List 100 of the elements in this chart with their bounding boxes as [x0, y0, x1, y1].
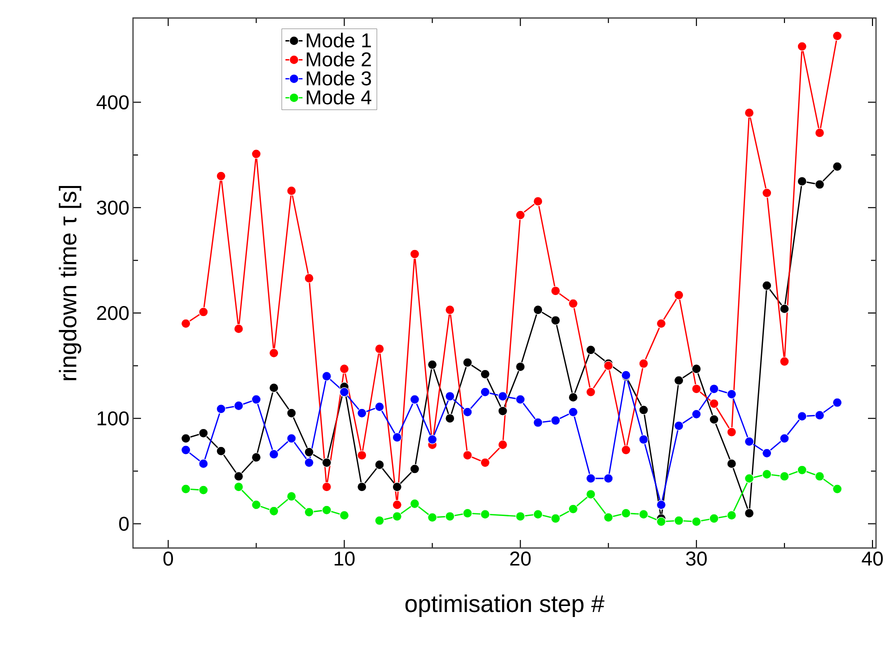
point [339, 510, 350, 520]
point [533, 196, 543, 206]
point [674, 420, 684, 431]
point [304, 273, 314, 284]
point [374, 402, 384, 412]
y-axis-title: ringdown time τ [s] [58, 186, 82, 380]
point [762, 448, 772, 458]
point [692, 516, 702, 526]
legend-label: Mode 1 [306, 32, 371, 48]
point [533, 305, 543, 315]
point [498, 440, 508, 450]
point [286, 492, 296, 502]
point [762, 280, 772, 290]
point [374, 344, 384, 354]
point [516, 512, 526, 522]
point [286, 408, 296, 418]
point [709, 514, 719, 524]
point [726, 389, 736, 399]
point [832, 398, 842, 408]
point [814, 410, 824, 420]
point [692, 364, 702, 374]
point [251, 149, 262, 159]
point [814, 128, 824, 138]
point [234, 324, 244, 334]
point [339, 387, 350, 397]
point [392, 512, 402, 522]
point [322, 482, 332, 492]
point [550, 316, 560, 326]
point [374, 460, 384, 470]
point [604, 512, 614, 522]
point [269, 449, 279, 460]
point [674, 516, 684, 526]
point [304, 447, 314, 457]
point [744, 508, 754, 518]
x-tick-label: 10 [334, 552, 355, 566]
point [181, 445, 191, 455]
y-tick-label: 0 [119, 516, 129, 531]
point [533, 509, 543, 520]
point [692, 409, 702, 419]
point [797, 411, 807, 422]
legend-label: Mode 3 [306, 70, 371, 86]
point [832, 31, 842, 41]
point [814, 472, 824, 482]
point [604, 474, 614, 484]
point [568, 407, 578, 417]
point [604, 360, 614, 371]
point [234, 482, 244, 492]
point [392, 500, 402, 510]
point [726, 458, 736, 469]
point [357, 450, 367, 460]
point [780, 472, 790, 482]
point [638, 434, 648, 444]
point [462, 450, 472, 460]
point [726, 510, 736, 520]
point [410, 249, 420, 259]
point [198, 485, 208, 495]
point [234, 472, 244, 482]
point [286, 434, 296, 444]
point [762, 469, 772, 480]
point [480, 458, 490, 468]
x-axis-title: optimisation step # [405, 594, 604, 617]
point [322, 458, 332, 468]
point [181, 434, 191, 444]
point [410, 394, 420, 404]
point [322, 505, 332, 515]
point [480, 509, 490, 520]
point [726, 427, 736, 437]
point [586, 474, 596, 484]
point [568, 504, 578, 514]
point [480, 369, 490, 379]
point [550, 286, 560, 296]
point [586, 489, 596, 500]
point [322, 371, 332, 382]
point [638, 405, 648, 415]
point [656, 500, 666, 510]
legend-label: Mode 4 [306, 90, 372, 104]
point [445, 391, 455, 402]
point [445, 414, 455, 424]
point [339, 364, 350, 374]
point [286, 186, 296, 196]
point [498, 391, 508, 402]
point [638, 509, 648, 520]
y-tick-label: 400 [96, 95, 129, 110]
point [374, 516, 384, 526]
legend-label: Mode 2 [306, 52, 371, 66]
point [832, 162, 842, 172]
point [780, 434, 790, 444]
y-tick-label: 300 [96, 200, 129, 215]
point [462, 407, 472, 417]
point [251, 500, 262, 510]
x-tick-label: 20 [510, 552, 531, 566]
point [797, 465, 807, 475]
point [797, 176, 807, 186]
point [445, 512, 455, 522]
point [656, 318, 666, 328]
point [251, 452, 262, 462]
point [392, 432, 402, 442]
point [357, 482, 367, 492]
point [445, 305, 455, 315]
point [216, 446, 226, 456]
